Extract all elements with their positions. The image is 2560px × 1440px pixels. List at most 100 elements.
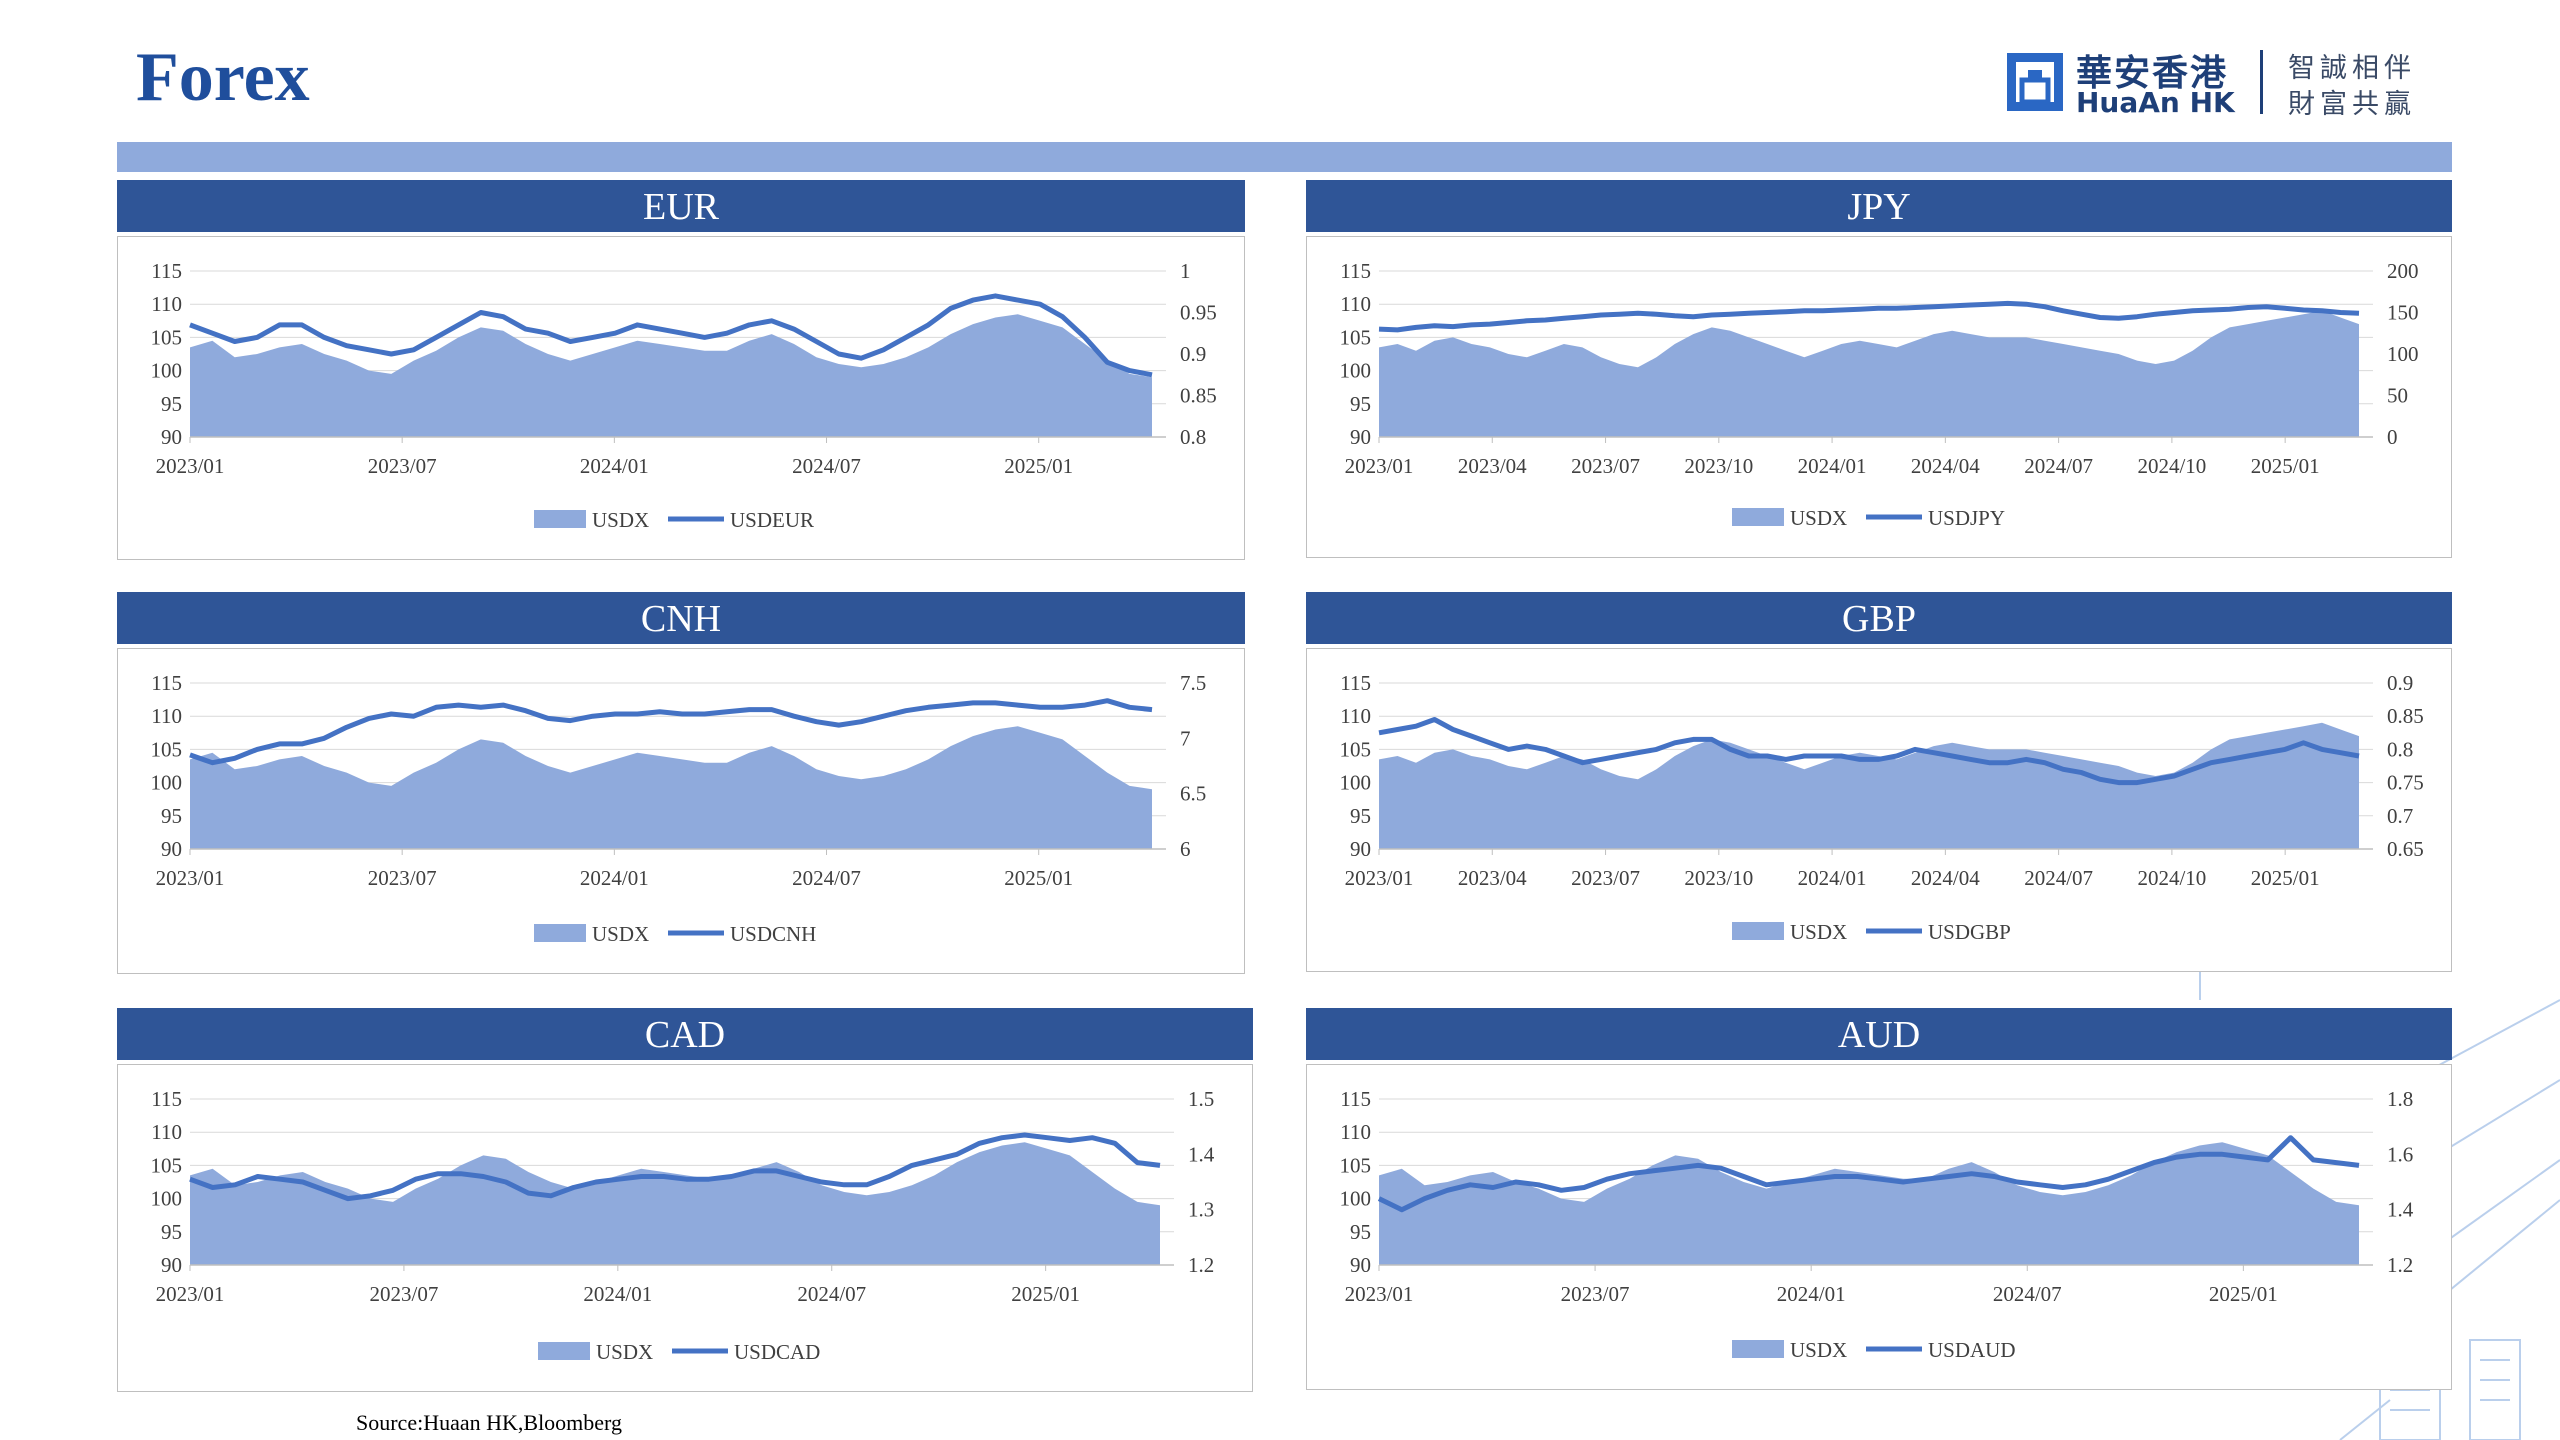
x-tick-label: 2024/10 bbox=[2137, 454, 2206, 478]
chart-panel-cnh: CNH 90 95 100 105 110 115 6 6.5 7 7.5 2023/01 2023/0… bbox=[117, 592, 1245, 974]
right-tick-label: 0.85 bbox=[1180, 384, 1217, 408]
right-tick-label: 0.95 bbox=[1180, 301, 1217, 325]
right-tick-label: 0.7 bbox=[2387, 804, 2413, 828]
right-tick-label: 1.2 bbox=[1188, 1253, 1214, 1277]
left-tick-label: 105 bbox=[151, 737, 183, 761]
series-area-usdx bbox=[1379, 310, 2359, 437]
chart-panel-jpy: JPY 90 95 100 105 110 115 0 50 100 150 200 2023/01 20… bbox=[1306, 180, 2452, 558]
series-line-usdaud bbox=[1377, 1135, 2360, 1213]
x-tick-label: 2023/01 bbox=[156, 1282, 225, 1306]
left-tick-label: 90 bbox=[1350, 425, 1371, 449]
logo-divider bbox=[2260, 50, 2263, 114]
legend-label: USDCAD bbox=[734, 1340, 820, 1364]
left-tick-label: 105 bbox=[151, 1153, 183, 1177]
right-tick-label: 1.3 bbox=[1188, 1198, 1214, 1222]
right-tick-label: 100 bbox=[2387, 342, 2419, 366]
left-tick-label: 110 bbox=[151, 292, 182, 316]
chart-svg: 90 95 100 105 110 115 1.2 1.4 1.6 1.8 2023/01 2023/… bbox=[1340, 1087, 2414, 1362]
left-tick-label: 110 bbox=[151, 704, 182, 728]
chart-svg: 90 95 100 105 110 115 0.8 0.85 0.9 0.95 1 2023/01 20… bbox=[151, 259, 1217, 532]
series-area-usdx bbox=[1379, 722, 2359, 849]
left-tick-label: 100 bbox=[151, 1187, 183, 1211]
chart-title: CAD bbox=[117, 1008, 1253, 1060]
right-tick-label: 6 bbox=[1180, 837, 1191, 861]
series-area-usdx bbox=[190, 1142, 1160, 1265]
left-tick-label: 105 bbox=[151, 325, 183, 349]
x-tick-label: 2025/01 bbox=[2209, 1282, 2278, 1306]
left-tick-label: 95 bbox=[1350, 392, 1371, 416]
x-tick-label: 2024/01 bbox=[583, 1282, 652, 1306]
x-tick-label: 2023/07 bbox=[1561, 1282, 1630, 1306]
left-tick-label: 115 bbox=[1340, 671, 1371, 695]
left-tick-label: 95 bbox=[161, 804, 182, 828]
right-tick-label: 1.8 bbox=[2387, 1087, 2413, 1111]
series-line-usdcnh bbox=[189, 698, 1153, 766]
x-tick-label: 2025/01 bbox=[2251, 454, 2320, 478]
left-tick-label: 100 bbox=[1340, 771, 1372, 795]
series-line-usdcad bbox=[189, 1132, 1161, 1202]
legend-label: USDAUD bbox=[1928, 1338, 2016, 1362]
chart-frame: 90 95 100 105 110 115 0.65 0.7 0.75 0.8 0.85 0.9 202… bbox=[1306, 648, 2452, 972]
x-tick-label: 2023/07 bbox=[369, 1282, 438, 1306]
x-tick-label: 2023/04 bbox=[1458, 454, 1527, 478]
x-tick-label: 2023/07 bbox=[1571, 454, 1640, 478]
left-tick-label: 105 bbox=[1340, 1153, 1372, 1177]
left-tick-label: 105 bbox=[1340, 325, 1372, 349]
x-tick-label: 2024/07 bbox=[792, 866, 861, 890]
chart-title: CNH bbox=[117, 592, 1245, 644]
legend-label: USDCNH bbox=[730, 922, 816, 946]
chart-svg: 90 95 100 105 110 115 0.65 0.7 0.75 0.8 0.85 0.9 202… bbox=[1340, 671, 2424, 944]
legend-label: USDX bbox=[1790, 506, 1847, 530]
right-tick-label: 0.8 bbox=[1180, 425, 1206, 449]
x-tick-label: 2024/07 bbox=[797, 1282, 866, 1306]
left-tick-label: 100 bbox=[151, 771, 183, 795]
x-tick-label: 2023/04 bbox=[1458, 866, 1527, 890]
series-line-usdjpy bbox=[1378, 300, 2360, 333]
legend-swatch-area bbox=[1732, 922, 1784, 940]
left-tick-label: 90 bbox=[161, 837, 182, 861]
legend-label: USDJPY bbox=[1928, 506, 2005, 530]
series-area-usdx bbox=[190, 314, 1152, 437]
series-area-usdx bbox=[1379, 1142, 2359, 1265]
legend-label: USDX bbox=[592, 508, 649, 532]
x-tick-label: 2024/01 bbox=[580, 866, 649, 890]
source-note: Source:Huaan HK,Bloomberg bbox=[356, 1410, 622, 1435]
chart-svg: 90 95 100 105 110 115 0 50 100 150 200 2023/01 2023/… bbox=[1340, 259, 2419, 530]
left-tick-label: 100 bbox=[1340, 359, 1372, 383]
right-tick-label: 50 bbox=[2387, 384, 2408, 408]
left-tick-label: 115 bbox=[151, 671, 182, 695]
right-tick-label: 1.2 bbox=[2387, 1253, 2413, 1277]
left-tick-label: 115 bbox=[1340, 259, 1371, 283]
chart-panel-eur: EUR 90 95 100 105 110 115 0.8 0.85 0.9 0.95 1 2023/0… bbox=[117, 180, 1245, 560]
x-tick-label: 2024/07 bbox=[792, 454, 861, 478]
x-tick-label: 2023/07 bbox=[368, 454, 437, 478]
right-tick-label: 0.85 bbox=[2387, 704, 2424, 728]
x-tick-label: 2024/04 bbox=[1911, 454, 1980, 478]
chart-panel-cad: CAD 90 95 100 105 110 115 1.2 1.3 1.4 1.5 2023/01 20… bbox=[117, 1008, 1253, 1392]
right-tick-label: 1.4 bbox=[1188, 1142, 1215, 1166]
chart-frame: 90 95 100 105 110 115 0.8 0.85 0.9 0.95 1 2023/01 20… bbox=[117, 236, 1245, 560]
right-tick-label: 0.75 bbox=[2387, 771, 2424, 795]
chart-panel-aud: AUD 90 95 100 105 110 115 1.2 1.4 1.6 1.8 2023/01 20… bbox=[1306, 1008, 2452, 1390]
x-tick-label: 2024/01 bbox=[580, 454, 649, 478]
right-tick-label: 1.5 bbox=[1188, 1087, 1214, 1111]
left-tick-label: 115 bbox=[151, 1087, 182, 1111]
x-tick-label: 2024/07 bbox=[2024, 866, 2093, 890]
x-tick-label: 2025/01 bbox=[1004, 866, 1073, 890]
chart-frame: 90 95 100 105 110 115 1.2 1.3 1.4 1.5 2023/01 2023/… bbox=[117, 1064, 1253, 1392]
logo-slogan-line1: 智誠相伴 bbox=[2288, 53, 2416, 84]
x-tick-label: 2023/07 bbox=[368, 866, 437, 890]
left-tick-label: 90 bbox=[161, 425, 182, 449]
x-tick-label: 2025/01 bbox=[2251, 866, 2320, 890]
chart-panel-gbp: GBP 90 95 100 105 110 115 0.65 0.7 0.75 0.8 0.85 0.9… bbox=[1306, 592, 2452, 972]
logo-name-cn: 華安香港 bbox=[2076, 53, 2229, 94]
right-tick-label: 0 bbox=[2387, 425, 2398, 449]
left-tick-label: 100 bbox=[151, 359, 183, 383]
legend-label: USDGBP bbox=[1928, 920, 2011, 944]
logo-name-en: HuaAn HK bbox=[2076, 86, 2235, 119]
huaan-logo-icon bbox=[2007, 53, 2063, 111]
right-tick-label: 0.9 bbox=[1180, 342, 1206, 366]
legend-label: USDX bbox=[592, 922, 649, 946]
chart-title: EUR bbox=[117, 180, 1245, 232]
left-tick-label: 95 bbox=[161, 392, 182, 416]
